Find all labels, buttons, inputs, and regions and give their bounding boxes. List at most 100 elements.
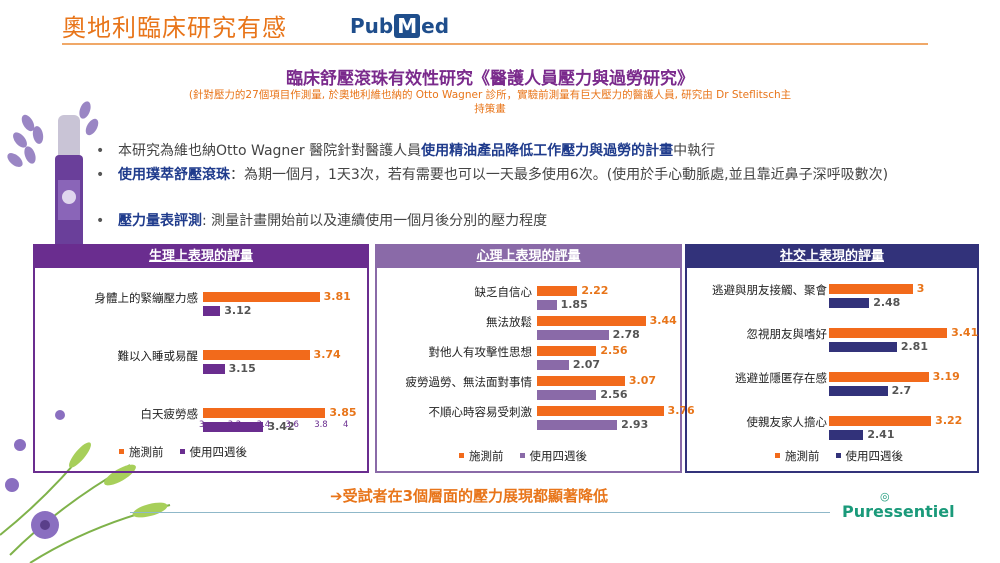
legend-item: 施測前	[119, 445, 164, 459]
data-label: 3.44	[649, 314, 677, 327]
data-label: 3.76	[667, 404, 695, 417]
axis-tick-label: 3.6	[285, 420, 299, 430]
bar-after	[537, 390, 597, 400]
data-label: 3.22	[935, 414, 963, 427]
axis-tick-label: 3.4	[256, 420, 271, 430]
chart-plot-social: 逃避與朋友接觸、聚會 3 2.48 忽視朋友與嗜好 3.41 2.81 逃避並隱匿存在感 3.…	[687, 268, 979, 468]
bar-before	[829, 284, 913, 294]
data-label: 2.93	[621, 418, 649, 431]
bar-before	[203, 292, 320, 302]
data-label: 3.15	[228, 362, 256, 375]
data-label: 3.07	[628, 374, 657, 387]
axis-tick-label: 3	[199, 420, 205, 430]
data-label: 3.81	[323, 290, 351, 303]
data-label: 3.41	[951, 326, 979, 339]
data-label: 2.78	[612, 328, 640, 341]
category-label: 使親友家人擔心	[746, 415, 828, 429]
data-label: 2.81	[900, 340, 928, 353]
bar-after	[537, 300, 557, 310]
legend-swatch-icon	[835, 453, 841, 458]
bar-before	[537, 316, 646, 326]
bullet-2: • 使用璞萃舒壓滾珠：為期一個月，1天3次，若有需要也可以一天最多使用6次。(使…	[96, 167, 889, 183]
bar-before	[537, 346, 597, 356]
herbal-decoration	[0, 410, 171, 563]
chart-title: 心理上表現的評量	[377, 246, 680, 268]
bar-after	[829, 430, 864, 440]
data-label: 3	[916, 282, 925, 295]
brand-logo: Puressentiel	[842, 502, 955, 521]
bar-after	[203, 364, 225, 374]
bar-before	[829, 328, 948, 338]
study-title: 臨床舒壓滾珠有效性研究《醫護人員壓力與過勞研究》	[286, 69, 694, 89]
category-label: 忽視朋友與嗜好	[746, 327, 828, 341]
data-label: 3.19	[932, 370, 960, 383]
data-label: 3.85	[329, 406, 357, 419]
bullet-dot-icon: •	[96, 143, 105, 159]
bar-after	[203, 306, 221, 316]
chart-plot-physical: 身體上的緊繃壓力感 3.81 3.12 難以入睡或易醒 3.74 3.15 白天疲勞感 3.8…	[35, 268, 367, 468]
legend-swatch-icon	[119, 449, 124, 454]
bar-after	[537, 360, 569, 370]
conclusion-text: ➔受試者在3個層面的壓力展現都顯著降低	[330, 487, 609, 505]
data-label: 2.7	[891, 384, 912, 397]
data-label: 2.41	[867, 428, 895, 441]
bar-before	[203, 350, 310, 360]
legend-swatch-icon	[179, 449, 185, 454]
bar-before	[829, 416, 932, 426]
chart-legend: 施測前 使用四週後	[459, 448, 603, 464]
bar-before	[829, 372, 929, 382]
data-label: 3.12	[224, 304, 252, 317]
data-label: 2.07	[572, 358, 601, 371]
category-label: 身體上的緊繃壓力感	[94, 291, 199, 305]
legend-item: 使用四週後	[835, 449, 903, 463]
category-label: 對他人有攻擊性思想	[428, 345, 533, 359]
legend-item: 施測前	[459, 449, 504, 463]
legend-item: 施測前	[775, 449, 820, 463]
data-label: 2.22	[581, 284, 609, 297]
data-label: 1.85	[560, 298, 588, 311]
bar-after	[203, 422, 264, 432]
bar-before	[203, 408, 326, 418]
axis-tick-label: 3.2	[227, 420, 242, 430]
bar-before	[537, 286, 578, 296]
bullet-dot-icon: •	[96, 167, 105, 183]
chart-panel-social: 社交上表現的評量 逃避與朋友接觸、聚會 3 2.48 忽視朋友與嗜好 3.41 2.81 逃…	[685, 244, 979, 473]
conclusion-divider	[130, 512, 830, 513]
bar-after	[829, 298, 870, 308]
category-label: 難以入睡或易醒	[117, 349, 199, 363]
title-divider	[62, 43, 928, 45]
category-label: 白天疲勞感	[140, 407, 199, 421]
page-title: 奧地利臨床研究有感	[62, 14, 287, 42]
chart-plot-mental: 缺乏自信心 2.22 1.85 無法放鬆 3.44 2.78 對他人有攻擊性思想 2.56 2.…	[377, 268, 695, 468]
axis-tick-label: 3.8	[314, 420, 328, 430]
category-label: 無法放鬆	[486, 315, 532, 329]
lavender-product-illustration	[7, 101, 99, 260]
chart-panel-physical: 生理上表現的評量 身體上的緊繃壓力感 3.81 3.12 難以入睡或易醒 3.74 3.1…	[33, 244, 369, 473]
chart-title: 社交上表現的評量	[687, 246, 977, 268]
legend-swatch-icon	[459, 453, 464, 458]
data-label: 3.42	[267, 420, 295, 433]
category-label: 逃避並隱匿存在感	[735, 371, 827, 385]
data-label: 3.74	[313, 348, 341, 361]
bullet-dot-icon: •	[96, 213, 105, 229]
bar-before	[537, 376, 625, 386]
category-label: 不順心時容易受刺激	[428, 405, 533, 419]
axis-tick-label: 4	[343, 420, 349, 430]
category-label: 逃避與朋友接觸、聚會	[712, 283, 827, 297]
legend-swatch-icon	[775, 453, 780, 458]
brand-mark-icon: ◎	[880, 490, 890, 503]
data-label: 2.48	[873, 296, 901, 309]
bar-after	[537, 330, 609, 340]
legend-item: 使用四週後	[519, 449, 587, 463]
chart-legend: 施測前 使用四週後	[775, 448, 919, 464]
category-label: 疲勞過勞、無法面對事情	[405, 375, 533, 389]
data-label: 2.56	[600, 388, 628, 401]
bar-after	[829, 342, 897, 352]
bar-after	[829, 386, 888, 396]
chart-title: 生理上表現的評量	[35, 246, 367, 268]
legend-swatch-icon	[519, 453, 525, 458]
chart-panel-mental: 心理上表現的評量 缺乏自信心 2.22 1.85 無法放鬆 3.44 2.78 對他人有攻擊…	[375, 244, 695, 473]
bullet-3: • 壓力量表評測: 測量計畫開始前以及連續使用一個月後分別的壓力程度	[96, 213, 548, 229]
bullet-1: • 本研究為維也納Otto Wagner 醫院針對醫護人員使用精油產品降低工作壓…	[96, 143, 716, 159]
